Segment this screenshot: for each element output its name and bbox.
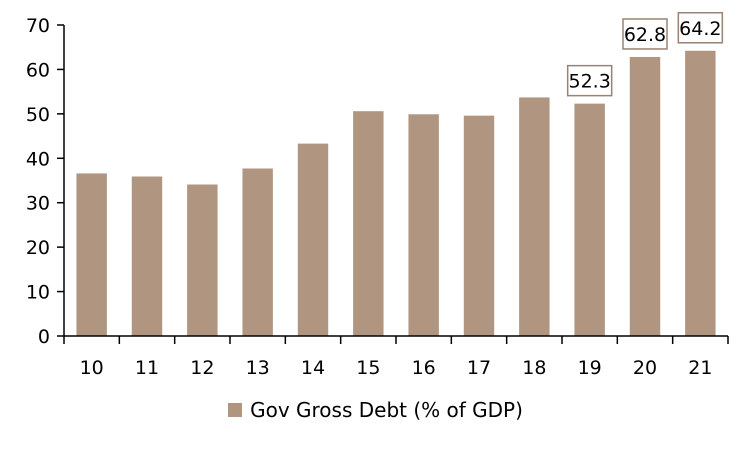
y-tick-label-20: 20 — [26, 237, 50, 259]
x-tick-label-16: 16 — [412, 357, 436, 379]
bar-20 — [629, 56, 661, 337]
y-tick-label-0: 0 — [38, 326, 50, 348]
data-label-21: 64.2 — [679, 18, 721, 40]
bar-14 — [297, 143, 329, 336]
data-label-box-20 — [622, 18, 668, 50]
bar-19 — [574, 103, 605, 336]
bar-16 — [408, 114, 439, 336]
bar-18 — [519, 97, 550, 336]
data-label-20: 62.8 — [624, 24, 666, 46]
data-label-box-19 — [566, 64, 613, 97]
x-tick-label-13: 13 — [246, 357, 270, 379]
bar-12 — [187, 184, 218, 336]
bar-15 — [353, 111, 384, 336]
x-tick-label-21: 21 — [688, 357, 712, 379]
bar-21 — [685, 50, 716, 337]
y-tick-label-10: 10 — [26, 282, 50, 304]
x-tick-label-14: 14 — [301, 357, 325, 379]
x-tick-label-15: 15 — [356, 357, 380, 379]
y-tick-label-60: 60 — [26, 59, 50, 81]
legend-label: Gov Gross Debt (% of GDP) — [250, 398, 523, 422]
y-tick-label-50: 50 — [26, 104, 50, 126]
axis-layer: 10 11 12 13 14 15 16 17 18 19 20 21 0 10 20 30 40 50 60 70 — [26, 15, 729, 379]
data-labels-layer: 52.3 62.8 64.2 — [566, 12, 724, 97]
x-tick-label-10: 10 — [80, 357, 104, 379]
legend: Gov Gross Debt (% of GDP) — [0, 398, 751, 422]
legend-swatch — [228, 403, 243, 417]
data-label-19: 52.3 — [569, 71, 611, 93]
bar-13 — [242, 168, 273, 336]
bars-layer — [76, 50, 716, 337]
x-tick-label-19: 19 — [578, 357, 602, 379]
bar-11 — [131, 176, 163, 336]
x-tick-label-17: 17 — [467, 357, 491, 379]
y-tick-label-70: 70 — [26, 15, 50, 37]
bar-10 — [76, 173, 107, 336]
x-tick-label-12: 12 — [190, 357, 214, 379]
data-label-box-21 — [677, 12, 724, 44]
x-tick-label-11: 11 — [135, 357, 159, 379]
bar-17 — [463, 115, 495, 336]
x-tick-label-18: 18 — [522, 357, 546, 379]
y-tick-label-30: 30 — [26, 193, 50, 215]
y-tick-label-40: 40 — [26, 148, 50, 170]
x-tick-label-20: 20 — [633, 357, 657, 379]
